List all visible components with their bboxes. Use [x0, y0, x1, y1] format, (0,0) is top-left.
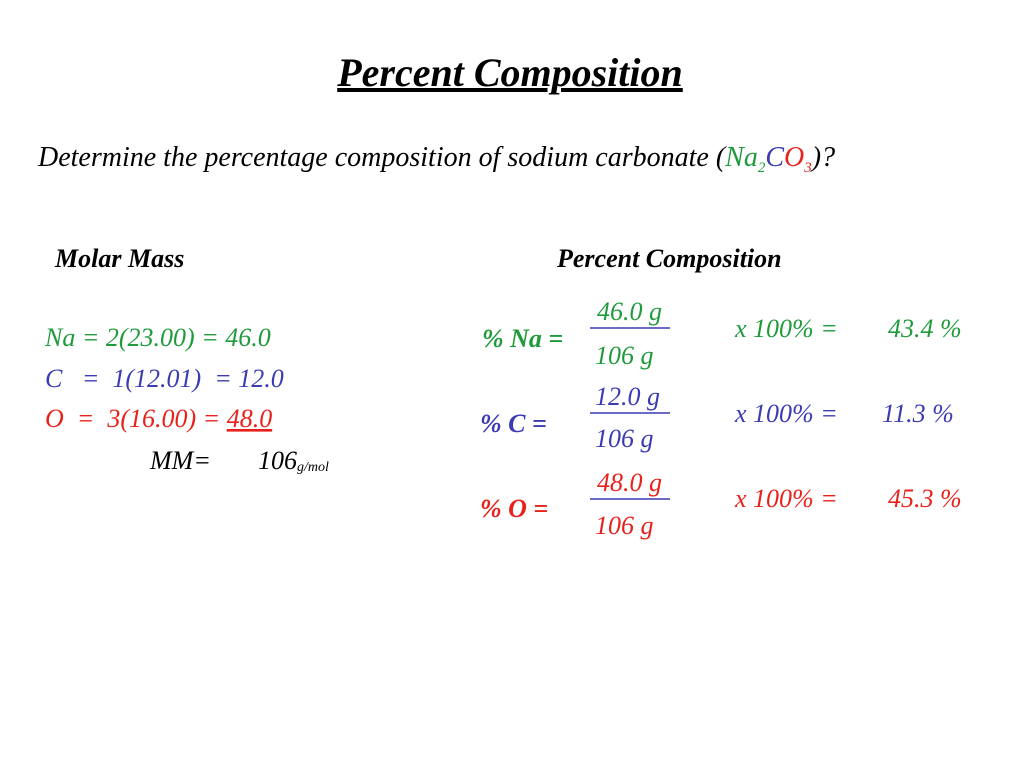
multiplier: x 100% = [734, 314, 838, 343]
percent-heading: Percent Composition [556, 244, 782, 273]
formula-na: Na [724, 142, 758, 173]
question: Determine the percentage composition of … [37, 142, 835, 176]
question-text: Determine the percentage composition of … [37, 142, 727, 173]
multiplier: x 100% = [734, 399, 838, 428]
numerator: 46.0 g [597, 297, 662, 326]
multiplier: x 100% = [734, 484, 838, 513]
o-line: O = 3(16.00) = 48.0 [45, 404, 272, 433]
c-line: C = 1(12.01) = 12.0 [45, 364, 284, 393]
row-label: % Na = [482, 324, 563, 353]
mm-line: MM= 106g/mol [149, 446, 329, 475]
row-label: % C = [480, 409, 547, 438]
mm-label: MM= [149, 446, 211, 475]
result: 43.4 % [888, 314, 962, 343]
denominator: 106 g [595, 341, 654, 370]
numerator: 48.0 g [597, 468, 662, 497]
question-end: )? [810, 142, 835, 173]
o-total: 48.0 [227, 404, 273, 433]
formula-o-sub: 3 [803, 160, 812, 176]
title: Percent Composition [336, 50, 683, 95]
o-line-text: O = 3(16.00) = [45, 404, 227, 433]
row-label: % O = [480, 494, 548, 523]
denominator: 106 g [595, 424, 654, 453]
formula-c: C [765, 142, 784, 173]
formula-o: O [784, 142, 804, 173]
denominator: 106 g [595, 511, 654, 540]
result: 11.3 % [882, 399, 954, 428]
mm-value: 106 [258, 446, 297, 475]
mm-unit: g/mol [297, 460, 329, 475]
formula-na-sub: 2 [758, 160, 766, 176]
numerator: 12.0 g [595, 382, 660, 411]
result: 45.3 % [888, 484, 962, 513]
na-line: Na = 2(23.00) = 46.0 [44, 323, 271, 352]
molar-mass-heading: Molar Mass [54, 244, 184, 273]
